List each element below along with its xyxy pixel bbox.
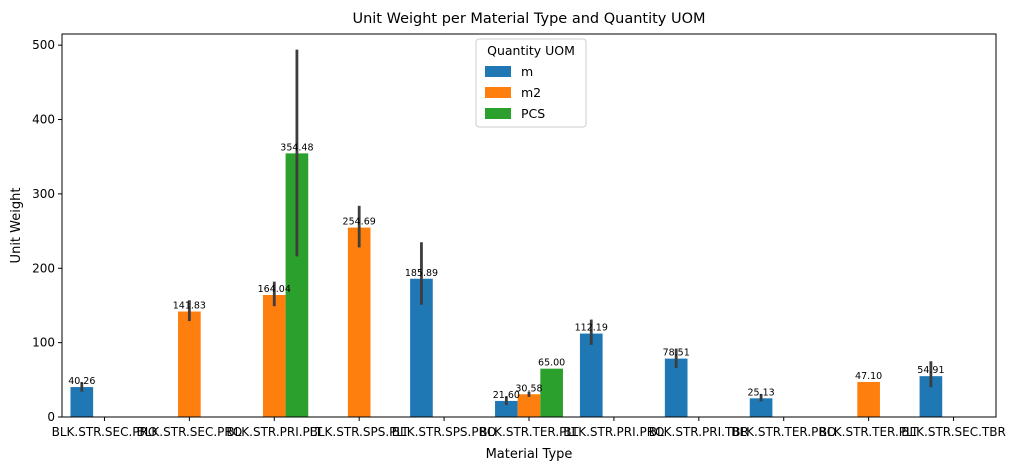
- x-axis-title: Material Type: [486, 447, 573, 462]
- data-label: 65.00: [538, 358, 565, 369]
- x-tick-label: BLK.STR.PRI.TBR: [649, 425, 749, 439]
- data-label: 164.04: [258, 284, 291, 295]
- plot-area: 40.26 141.83 164.04 354.48 254.69 185.89 21.60…: [68, 49, 945, 417]
- data-label: 354.48: [280, 142, 313, 153]
- data-label: 25.13: [747, 387, 774, 398]
- y-tick-label: 500: [32, 38, 55, 52]
- axes: 0100200300400500BLK.STR.SEC.PROBLK.STR.S…: [32, 38, 1006, 439]
- x-tick-label: BLK.STR.SEC.PRO: [137, 425, 243, 439]
- data-label: 40.26: [68, 376, 95, 387]
- bar-PCS-3: [285, 153, 309, 417]
- bar-m2-6: [517, 394, 541, 417]
- x-tick-label: BLK.STR.SPS.PRO: [392, 425, 497, 439]
- legend-swatch-m: [485, 66, 511, 77]
- data-label: 141.83: [173, 301, 206, 312]
- legend-label-PCS: PCS: [521, 106, 545, 121]
- legend-label-m: m: [521, 64, 533, 79]
- chart-title: Unit Weight per Material Type and Quanti…: [352, 11, 705, 27]
- x-tick-label: BLK.STR.SEC.TBR: [901, 425, 1006, 439]
- bar-m2-2: [178, 311, 201, 417]
- data-label: 112.19: [575, 323, 608, 334]
- x-tick-label: BLK.STR.PRI.PRO: [563, 425, 664, 439]
- bar-m-11: [919, 376, 943, 417]
- x-tick-label: BLK.STR.TER.PRO: [731, 425, 836, 439]
- bar-m-5: [410, 278, 433, 417]
- data-labels: 40.26 141.83 164.04 354.48 254.69 185.89 21.60…: [68, 142, 944, 401]
- y-tick-label: 100: [32, 336, 55, 350]
- data-label: 30.58: [515, 383, 542, 394]
- data-label: 21.60: [493, 390, 520, 401]
- bar-m-6: [495, 400, 518, 417]
- x-tick-label: BLK.STR.SPS.PLT: [310, 425, 410, 439]
- data-label: 54.91: [917, 365, 944, 376]
- legend-title: Quantity UOM: [487, 43, 575, 58]
- legend-label-m2: m2: [521, 85, 541, 100]
- x-tick-label: BLK.STR.PRI.PLT: [226, 425, 322, 439]
- bar-m-7: [579, 333, 603, 417]
- bar-m2-4: [347, 227, 371, 417]
- bar-m-1: [70, 387, 94, 417]
- data-label: 78.51: [663, 348, 690, 359]
- bar-PCS-6: [540, 368, 563, 417]
- y-tick-label: 300: [32, 187, 55, 201]
- legend-swatch-m2: [485, 87, 511, 98]
- x-tick-label: BLK.STR.SEC.PRO: [52, 425, 158, 439]
- bar-m2-10: [857, 381, 880, 417]
- legend-swatch-PCS: [485, 108, 511, 119]
- legend: Quantity UOM m m2 PCS: [475, 38, 587, 128]
- bar-m-9: [749, 398, 773, 417]
- data-label: 254.69: [343, 217, 376, 228]
- legend-box: [475, 38, 587, 128]
- y-tick-label: 0: [47, 410, 55, 424]
- legend-items: m m2 PCS: [485, 64, 545, 121]
- bar-m-8: [664, 358, 688, 417]
- x-tick-label: BLK.STR.TER.PLT: [819, 425, 919, 439]
- y-axis-title: Unit Weight: [9, 188, 24, 264]
- data-label: 185.89: [405, 268, 438, 279]
- bar-m2-3: [262, 295, 286, 417]
- data-label: 47.10: [855, 371, 882, 382]
- x-tick-label: BLK.STR.TER.PLT: [479, 425, 579, 439]
- y-tick-label: 400: [32, 113, 55, 127]
- y-tick-label: 200: [32, 261, 55, 275]
